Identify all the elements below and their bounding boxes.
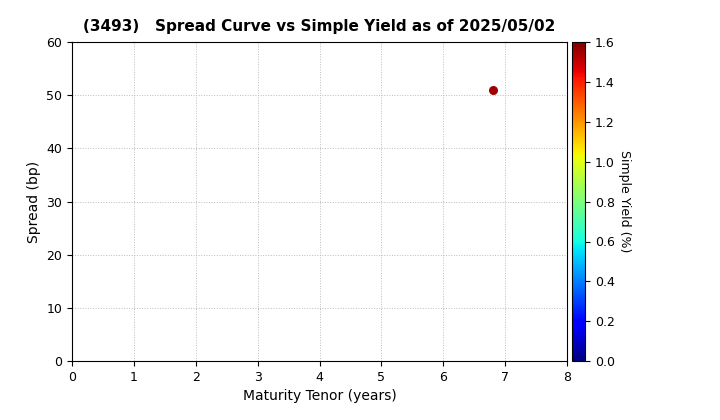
X-axis label: Maturity Tenor (years): Maturity Tenor (years): [243, 389, 397, 404]
Y-axis label: Simple Yield (%): Simple Yield (%): [618, 150, 631, 253]
Point: [487, 87, 498, 93]
Y-axis label: Spread (bp): Spread (bp): [27, 160, 41, 243]
Title: (3493)   Spread Curve vs Simple Yield as of 2025/05/02: (3493) Spread Curve vs Simple Yield as o…: [84, 19, 556, 34]
